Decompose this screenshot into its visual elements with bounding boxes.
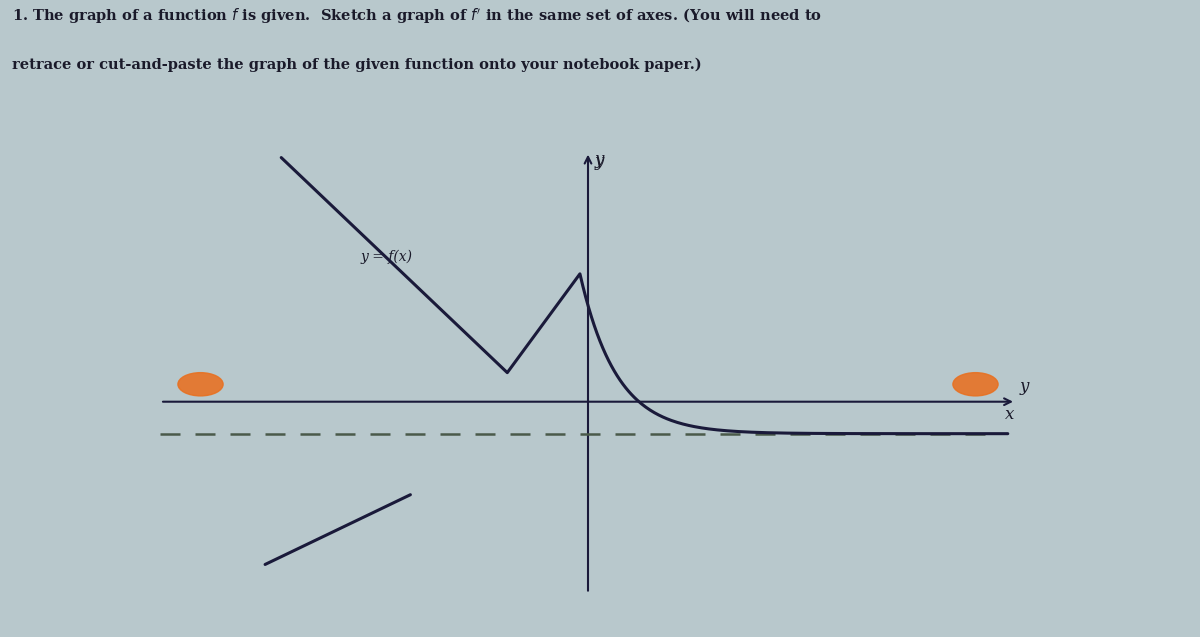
Text: y: y — [594, 153, 604, 170]
Text: retrace or cut-and-paste the graph of the given function onto your notebook pape: retrace or cut-and-paste the graph of th… — [12, 57, 702, 72]
Text: y: y — [1020, 378, 1030, 395]
Text: x: x — [1004, 406, 1014, 424]
Ellipse shape — [953, 373, 998, 396]
Text: y: y — [594, 150, 604, 168]
Ellipse shape — [178, 373, 223, 396]
Text: 1. The graph of a function $f$ is given.  Sketch a graph of $f'$ in the same set: 1. The graph of a function $f$ is given.… — [12, 6, 822, 26]
Text: y = f(x): y = f(x) — [360, 249, 412, 264]
